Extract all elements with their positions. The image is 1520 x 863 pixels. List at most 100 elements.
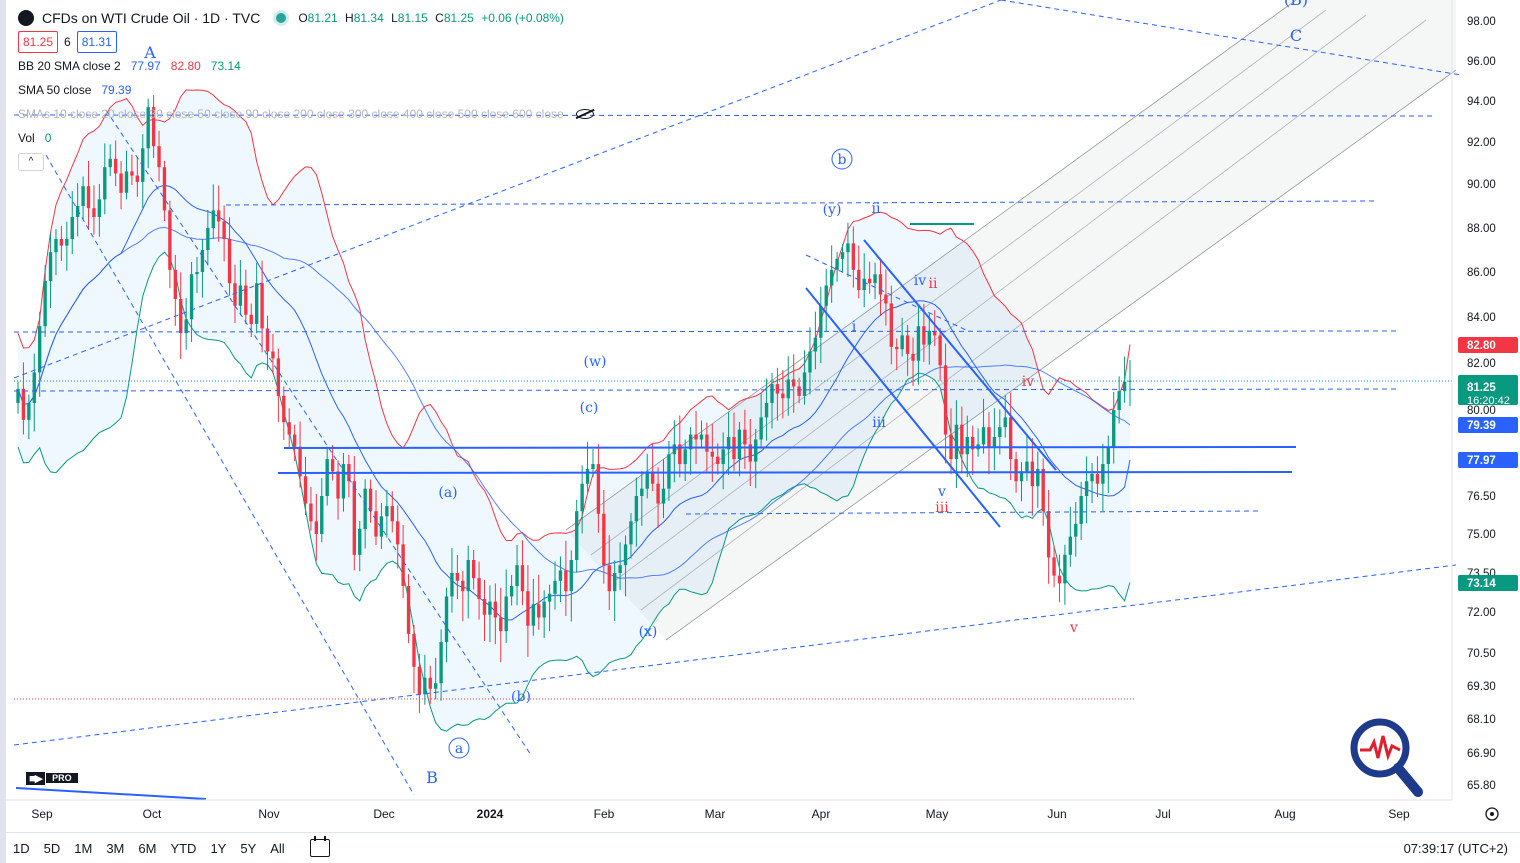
wave-label: (y) xyxy=(823,202,842,218)
candle-body xyxy=(558,570,563,581)
candle-body xyxy=(406,586,411,634)
candle-body xyxy=(526,591,530,626)
candle xyxy=(884,269,888,326)
candle-body xyxy=(341,464,346,499)
candle-body xyxy=(580,483,584,512)
candle xyxy=(406,574,411,644)
candle-body xyxy=(439,642,443,684)
candle-body xyxy=(862,278,866,290)
candle-body xyxy=(450,573,454,597)
timeframe-1m-button[interactable]: 1M xyxy=(74,840,93,856)
candle-body xyxy=(613,573,617,592)
symbol-title[interactable]: CFDs on WTI Crude Oil · 1D · TVC xyxy=(42,10,261,26)
candle-body xyxy=(705,434,709,452)
timeframe-1y-button[interactable]: 1Y xyxy=(210,840,227,856)
candle-body xyxy=(721,449,725,465)
candle xyxy=(97,184,102,237)
tradingview-logo[interactable]: ■▶ PRO xyxy=(26,771,96,785)
candle xyxy=(623,535,628,597)
candle xyxy=(759,392,763,449)
candle-body xyxy=(933,330,937,336)
pitchfork-line xyxy=(640,19,1427,611)
candle xyxy=(531,578,535,636)
candle-body xyxy=(808,351,812,373)
candle-body xyxy=(151,107,156,147)
candle-body xyxy=(488,601,492,615)
clock-timezone[interactable]: 07:39:17 (UTC+2) xyxy=(1403,840,1508,856)
candle xyxy=(613,560,617,621)
candle xyxy=(781,370,785,419)
chart-legend: CFDs on WTI Crude Oil · 1D · TVC O81.21 … xyxy=(18,6,594,174)
dashed-trendline xyxy=(1000,0,1462,76)
volume-value: 0 xyxy=(44,131,52,145)
candle-body xyxy=(428,677,432,689)
timeframe-5y-button[interactable]: 5Y xyxy=(240,840,257,856)
volume-indicator-legend[interactable]: Vol 0 xyxy=(18,131,52,145)
candle-body xyxy=(981,427,986,445)
price-badge-value: 81.25 xyxy=(1467,382,1496,394)
candle xyxy=(1030,438,1035,516)
candle xyxy=(1079,481,1083,541)
candle-body xyxy=(271,351,275,359)
candle xyxy=(618,542,622,591)
candle-body xyxy=(108,158,112,168)
candle-body xyxy=(716,456,720,465)
market-status-icon[interactable] xyxy=(276,13,287,23)
date-range-icon[interactable] xyxy=(309,836,330,857)
timeframe-6m-button[interactable]: 6M xyxy=(138,840,157,856)
hidden-eye-icon[interactable] xyxy=(575,109,594,119)
candle xyxy=(1057,554,1062,603)
axis-settings-icon[interactable] xyxy=(1485,807,1499,821)
timeframe-3m-button[interactable]: 3M xyxy=(106,840,125,856)
candle xyxy=(477,561,481,620)
candle-body xyxy=(200,250,205,272)
bb-indicator-legend[interactable]: BB 20 SMA close 2 77.97 82.80 73.14 xyxy=(18,59,241,73)
timeframe-all-button[interactable]: All xyxy=(270,840,285,856)
price-badge-value: 82.80 xyxy=(1467,340,1496,352)
sma50-indicator-legend[interactable]: SMA 50 close 79.39 xyxy=(18,83,132,97)
sell-button[interactable]: 81.25 xyxy=(18,31,59,53)
price-chart[interactable]: ABC(B)ab(a)(b)(c)(w)(x)(y)iiiiiiivviiiii… xyxy=(6,0,1520,832)
candle xyxy=(303,456,308,516)
pitchfork-line xyxy=(565,0,1297,531)
candle-body xyxy=(922,326,926,345)
candle-body xyxy=(493,601,498,618)
buy-button[interactable]: 81.31 xyxy=(76,31,117,53)
bb-lower-value: 73.14 xyxy=(210,59,241,73)
timeframe-1d-button[interactable]: 1D xyxy=(13,840,30,856)
smas-indicator-legend[interactable]: SMAs 10 close 20 close 30 close 50 close… xyxy=(18,102,594,126)
candle-body xyxy=(320,496,324,534)
price-tick-label: 88.00 xyxy=(1467,223,1496,235)
timeframe-5d-button[interactable]: 5D xyxy=(43,840,61,856)
wave-label: (B) xyxy=(1284,0,1308,9)
collapse-legend-button[interactable]: ^ xyxy=(18,153,44,171)
candle xyxy=(254,262,259,334)
candle-body xyxy=(656,483,660,504)
candle-body xyxy=(895,346,899,350)
candle xyxy=(840,243,845,272)
candle-body xyxy=(1101,464,1105,484)
candle xyxy=(542,590,546,638)
candle-body xyxy=(1003,417,1007,428)
candle-body xyxy=(455,573,460,581)
candle xyxy=(162,160,167,221)
price-tick-label: 96.00 xyxy=(1467,56,1496,68)
candle-body xyxy=(254,283,259,324)
timeframe-ytd-button[interactable]: YTD xyxy=(170,840,197,856)
candle xyxy=(260,260,264,353)
candle xyxy=(200,239,205,298)
candle xyxy=(580,465,584,534)
time-axis-label: Nov xyxy=(258,807,279,821)
price-tick-label: 86.00 xyxy=(1467,267,1496,279)
symbol-logo-icon xyxy=(18,10,34,26)
spread-value: 6 xyxy=(64,35,71,49)
candle xyxy=(320,478,324,543)
candle xyxy=(585,441,590,493)
candle-body xyxy=(27,402,31,420)
candle xyxy=(971,425,975,475)
candle xyxy=(374,490,378,546)
wave-label: (x) xyxy=(639,624,658,640)
price-badge xyxy=(1458,417,1518,433)
candle-body xyxy=(645,471,649,489)
wave-label: iii xyxy=(872,415,886,431)
